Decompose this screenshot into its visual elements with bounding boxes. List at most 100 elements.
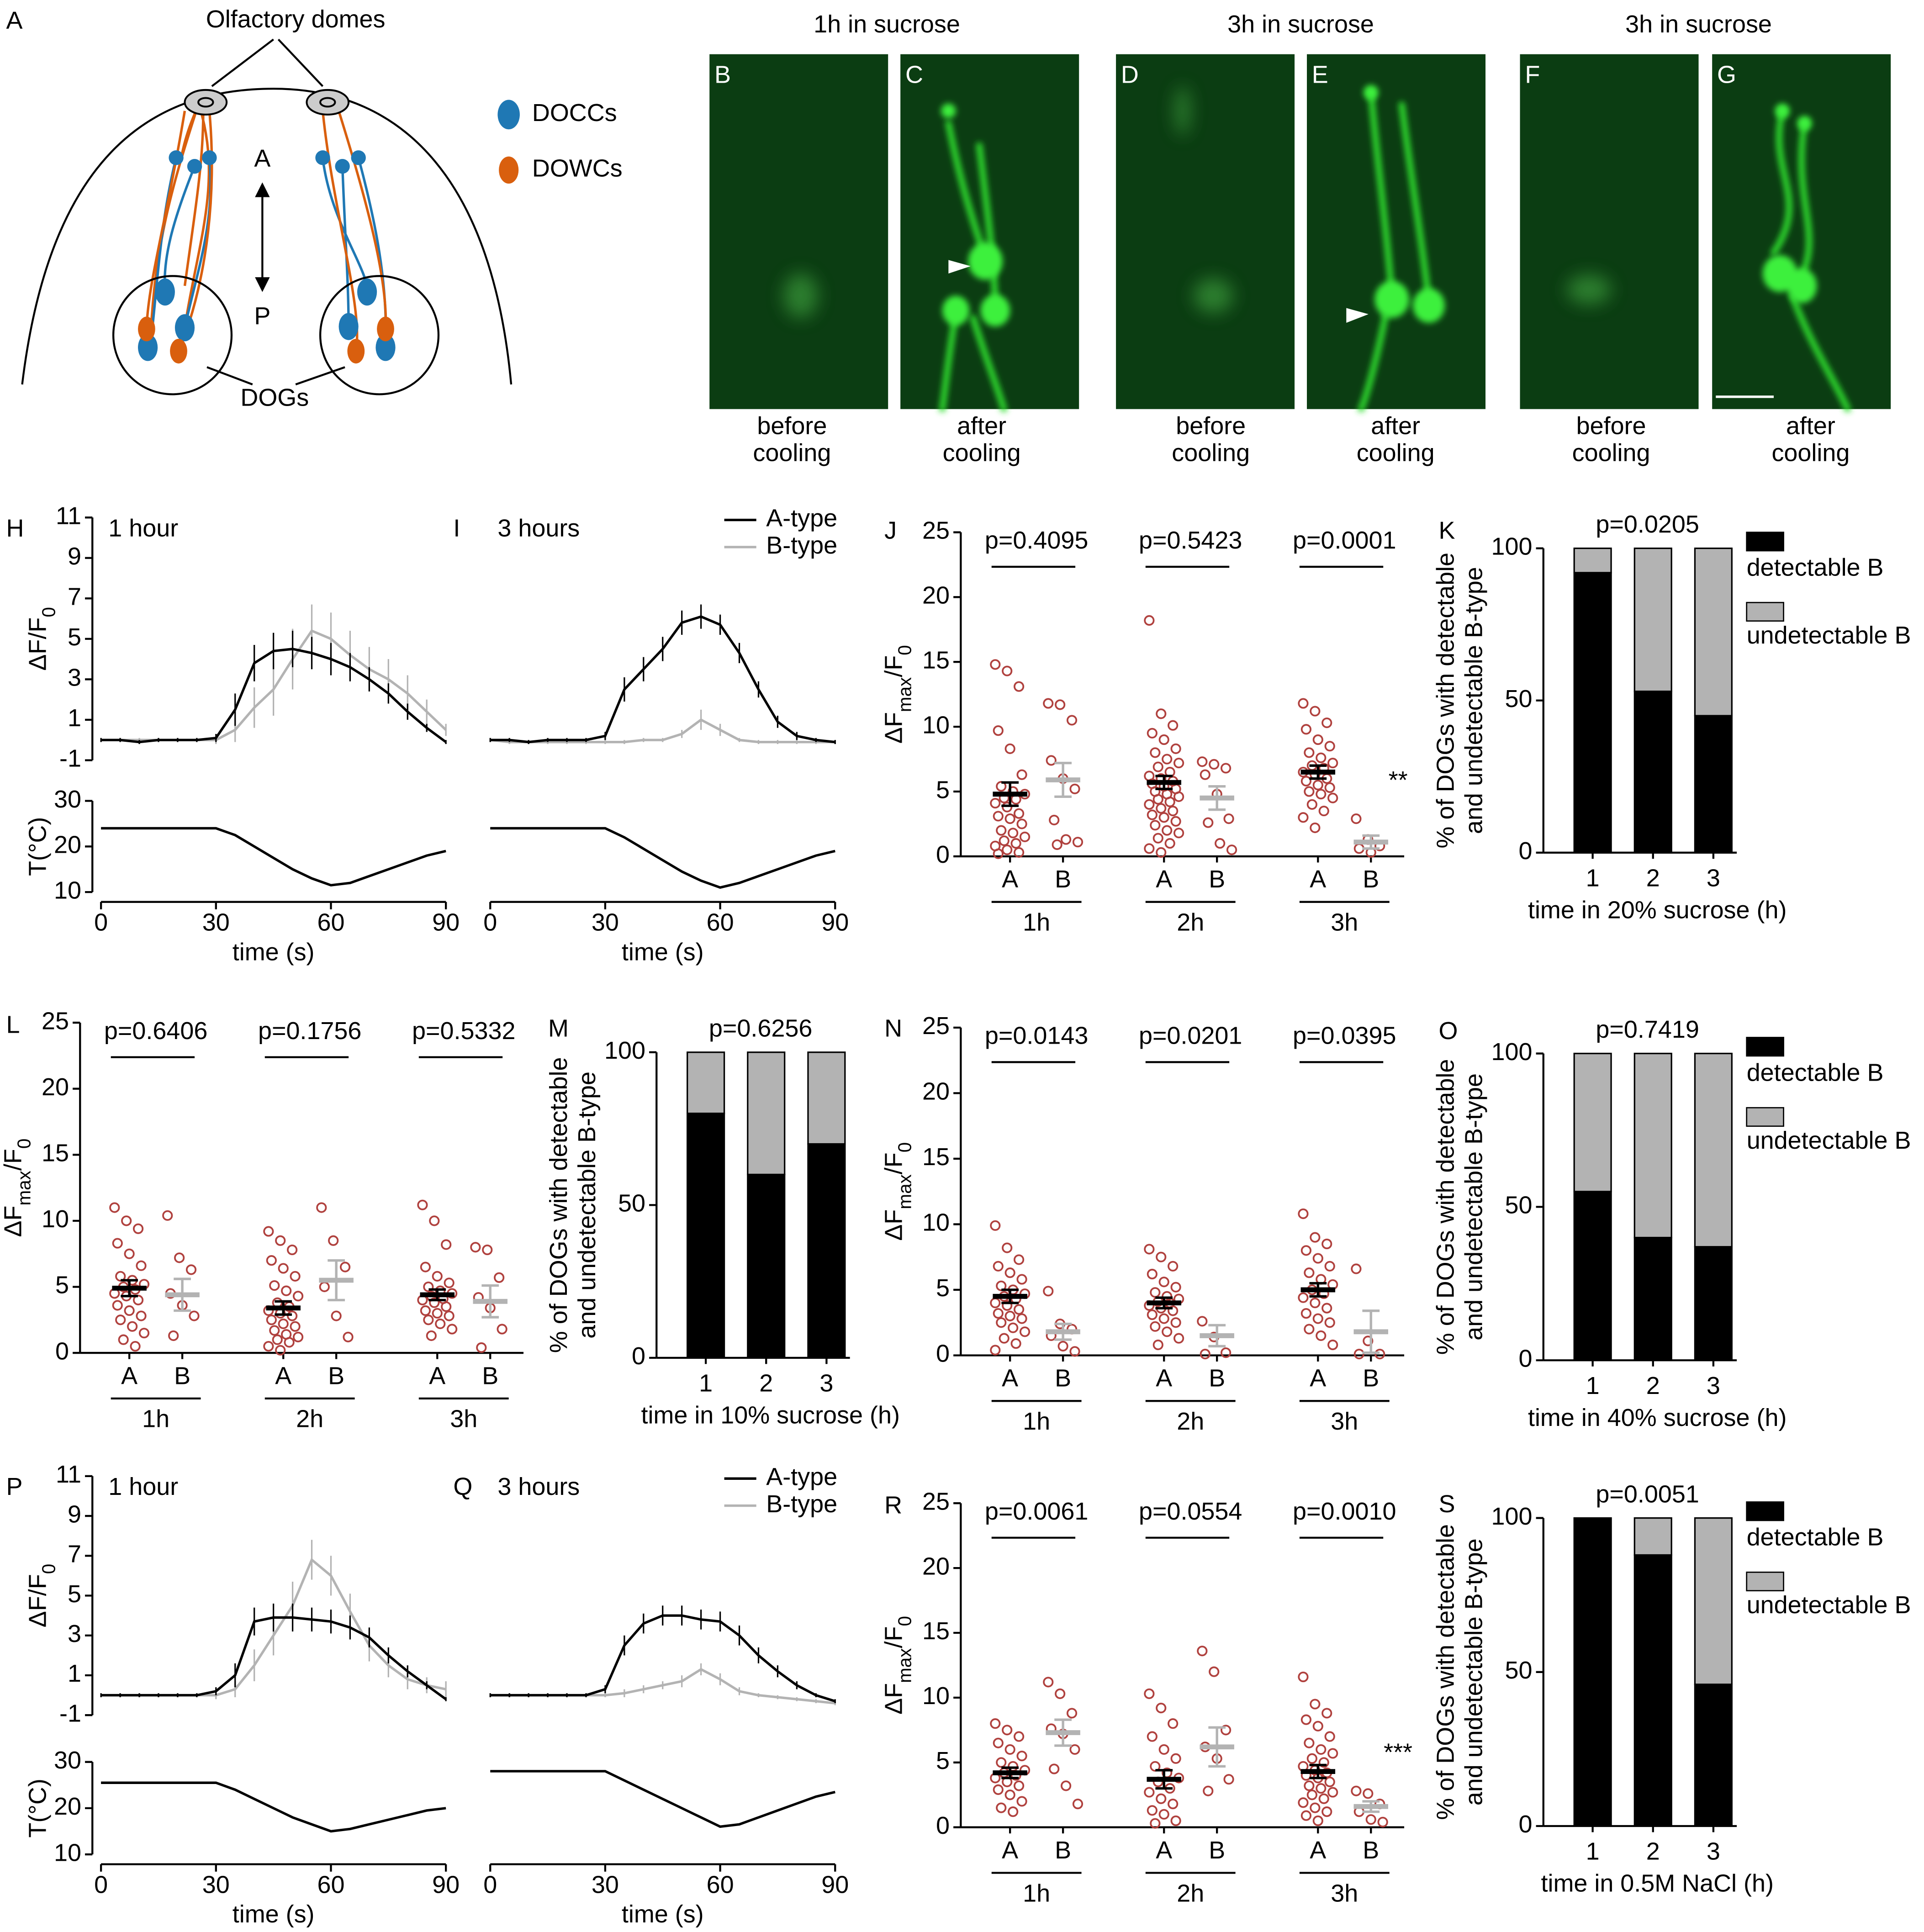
data-point xyxy=(1016,1274,1027,1285)
data-point xyxy=(1150,747,1161,758)
data-point xyxy=(1147,809,1158,820)
y-tick-label: 11 xyxy=(56,1461,81,1488)
panel-letter: G xyxy=(1717,61,1736,89)
data-point xyxy=(1304,1737,1315,1748)
y-tick-label: 50 xyxy=(1505,1657,1533,1684)
data-point xyxy=(1321,1806,1332,1817)
data-point xyxy=(127,1321,138,1332)
image xyxy=(1712,54,1891,409)
x-tick-label: 2 xyxy=(1646,1838,1660,1865)
axis-label: P xyxy=(254,302,270,330)
bar xyxy=(747,1051,786,1176)
data-point xyxy=(112,1300,123,1311)
series-line xyxy=(490,827,835,889)
annotation: 3 hours xyxy=(497,514,580,542)
data-point xyxy=(272,1334,283,1345)
data-point xyxy=(1004,1267,1015,1278)
x-tick-label: 30 xyxy=(592,909,619,936)
group-label: 2h xyxy=(296,1405,323,1433)
data-point xyxy=(284,1337,295,1348)
series-line xyxy=(490,615,835,744)
group-label: 2h xyxy=(1177,1879,1204,1907)
p-value: p=0.0395 xyxy=(1293,1022,1396,1050)
data-point xyxy=(993,1784,1004,1795)
data-point xyxy=(132,1294,144,1306)
y-axis-label-part: ΔF/F xyxy=(24,618,52,671)
data-point xyxy=(1069,1744,1080,1755)
data-point xyxy=(1327,1787,1338,1798)
y-axis-label-part: ΔF xyxy=(0,1206,27,1237)
x-axis-label: time in 10% sucrose (h) xyxy=(641,1402,899,1429)
x-tick-label: 3 xyxy=(1707,1838,1720,1865)
data-point xyxy=(316,1202,327,1213)
data-point xyxy=(1324,741,1335,752)
data-point xyxy=(441,1239,452,1250)
bar xyxy=(807,1051,846,1145)
y-axis-label: ΔFmax/F0 xyxy=(0,1139,34,1237)
data-point xyxy=(1147,1731,1158,1742)
data-point xyxy=(447,1324,458,1335)
arrowhead xyxy=(1346,308,1369,323)
dog xyxy=(319,275,440,396)
legend-swatch xyxy=(1746,1501,1784,1521)
data-point xyxy=(263,1341,274,1352)
data-point xyxy=(1002,1242,1013,1253)
group-label: 1h xyxy=(1023,1408,1050,1435)
y-tick-label: 1 xyxy=(68,1660,81,1687)
data-point xyxy=(1004,1310,1015,1321)
data-point xyxy=(1049,814,1060,826)
arrowhead xyxy=(948,260,971,274)
bar xyxy=(1573,1052,1612,1193)
p-value: p=0.1756 xyxy=(258,1017,361,1045)
legend-label: detectable B xyxy=(1747,1059,1884,1087)
y-axis-label-part: 0 xyxy=(38,1564,59,1574)
data-point xyxy=(1013,808,1025,819)
data-point xyxy=(1008,1322,1019,1333)
data-point xyxy=(109,1202,120,1213)
y-tick-label: 3 xyxy=(68,1620,81,1647)
y-axis-label-part: 0 xyxy=(894,1616,915,1626)
data-point xyxy=(429,1297,440,1308)
data-point xyxy=(1197,1316,1208,1327)
data-point xyxy=(1353,843,1364,854)
data-point xyxy=(476,1342,487,1353)
y-tick-label: 10 xyxy=(54,1839,81,1866)
data-point xyxy=(1150,1321,1161,1332)
significance: ** xyxy=(1389,766,1408,794)
data-point xyxy=(1164,797,1175,808)
data-point xyxy=(441,1301,452,1312)
data-point xyxy=(993,811,1004,822)
data-point xyxy=(174,1252,185,1263)
data-point xyxy=(1298,1797,1309,1808)
y-axis-label-part: max xyxy=(894,677,915,712)
data-point xyxy=(1310,1699,1321,1710)
panel-letter: K xyxy=(1439,517,1455,544)
x-tick-label: 0 xyxy=(483,909,497,936)
data-point xyxy=(1057,1341,1068,1351)
y-tick-label: 0 xyxy=(936,841,950,868)
panel-letter: F xyxy=(1525,61,1540,89)
data-point xyxy=(993,725,1004,736)
data-point xyxy=(269,1280,280,1291)
data-point xyxy=(1298,1671,1309,1683)
p-value: p=0.0205 xyxy=(1596,511,1699,538)
dome xyxy=(184,89,228,116)
data-point xyxy=(1150,820,1161,831)
annotation: 1 hour xyxy=(108,1473,178,1500)
data-point xyxy=(292,1331,304,1342)
data-point xyxy=(1002,1300,1013,1311)
y-tick-label: 15 xyxy=(922,1617,950,1645)
data-point xyxy=(266,1255,277,1266)
y-tick-label: 30 xyxy=(54,786,81,813)
p-value: p=0.4095 xyxy=(985,527,1088,554)
caption: cooling xyxy=(1357,439,1435,467)
x-axis-label: time (s) xyxy=(622,1900,704,1928)
data-point xyxy=(990,1345,1001,1356)
y-tick-label: 0 xyxy=(936,1812,950,1839)
x-tick-label: 30 xyxy=(592,1871,619,1898)
data-point xyxy=(1327,792,1338,803)
x-tick-label: B xyxy=(1055,866,1071,893)
data-point xyxy=(1002,802,1013,813)
data-point xyxy=(1363,1336,1374,1346)
data-point xyxy=(287,1244,298,1256)
